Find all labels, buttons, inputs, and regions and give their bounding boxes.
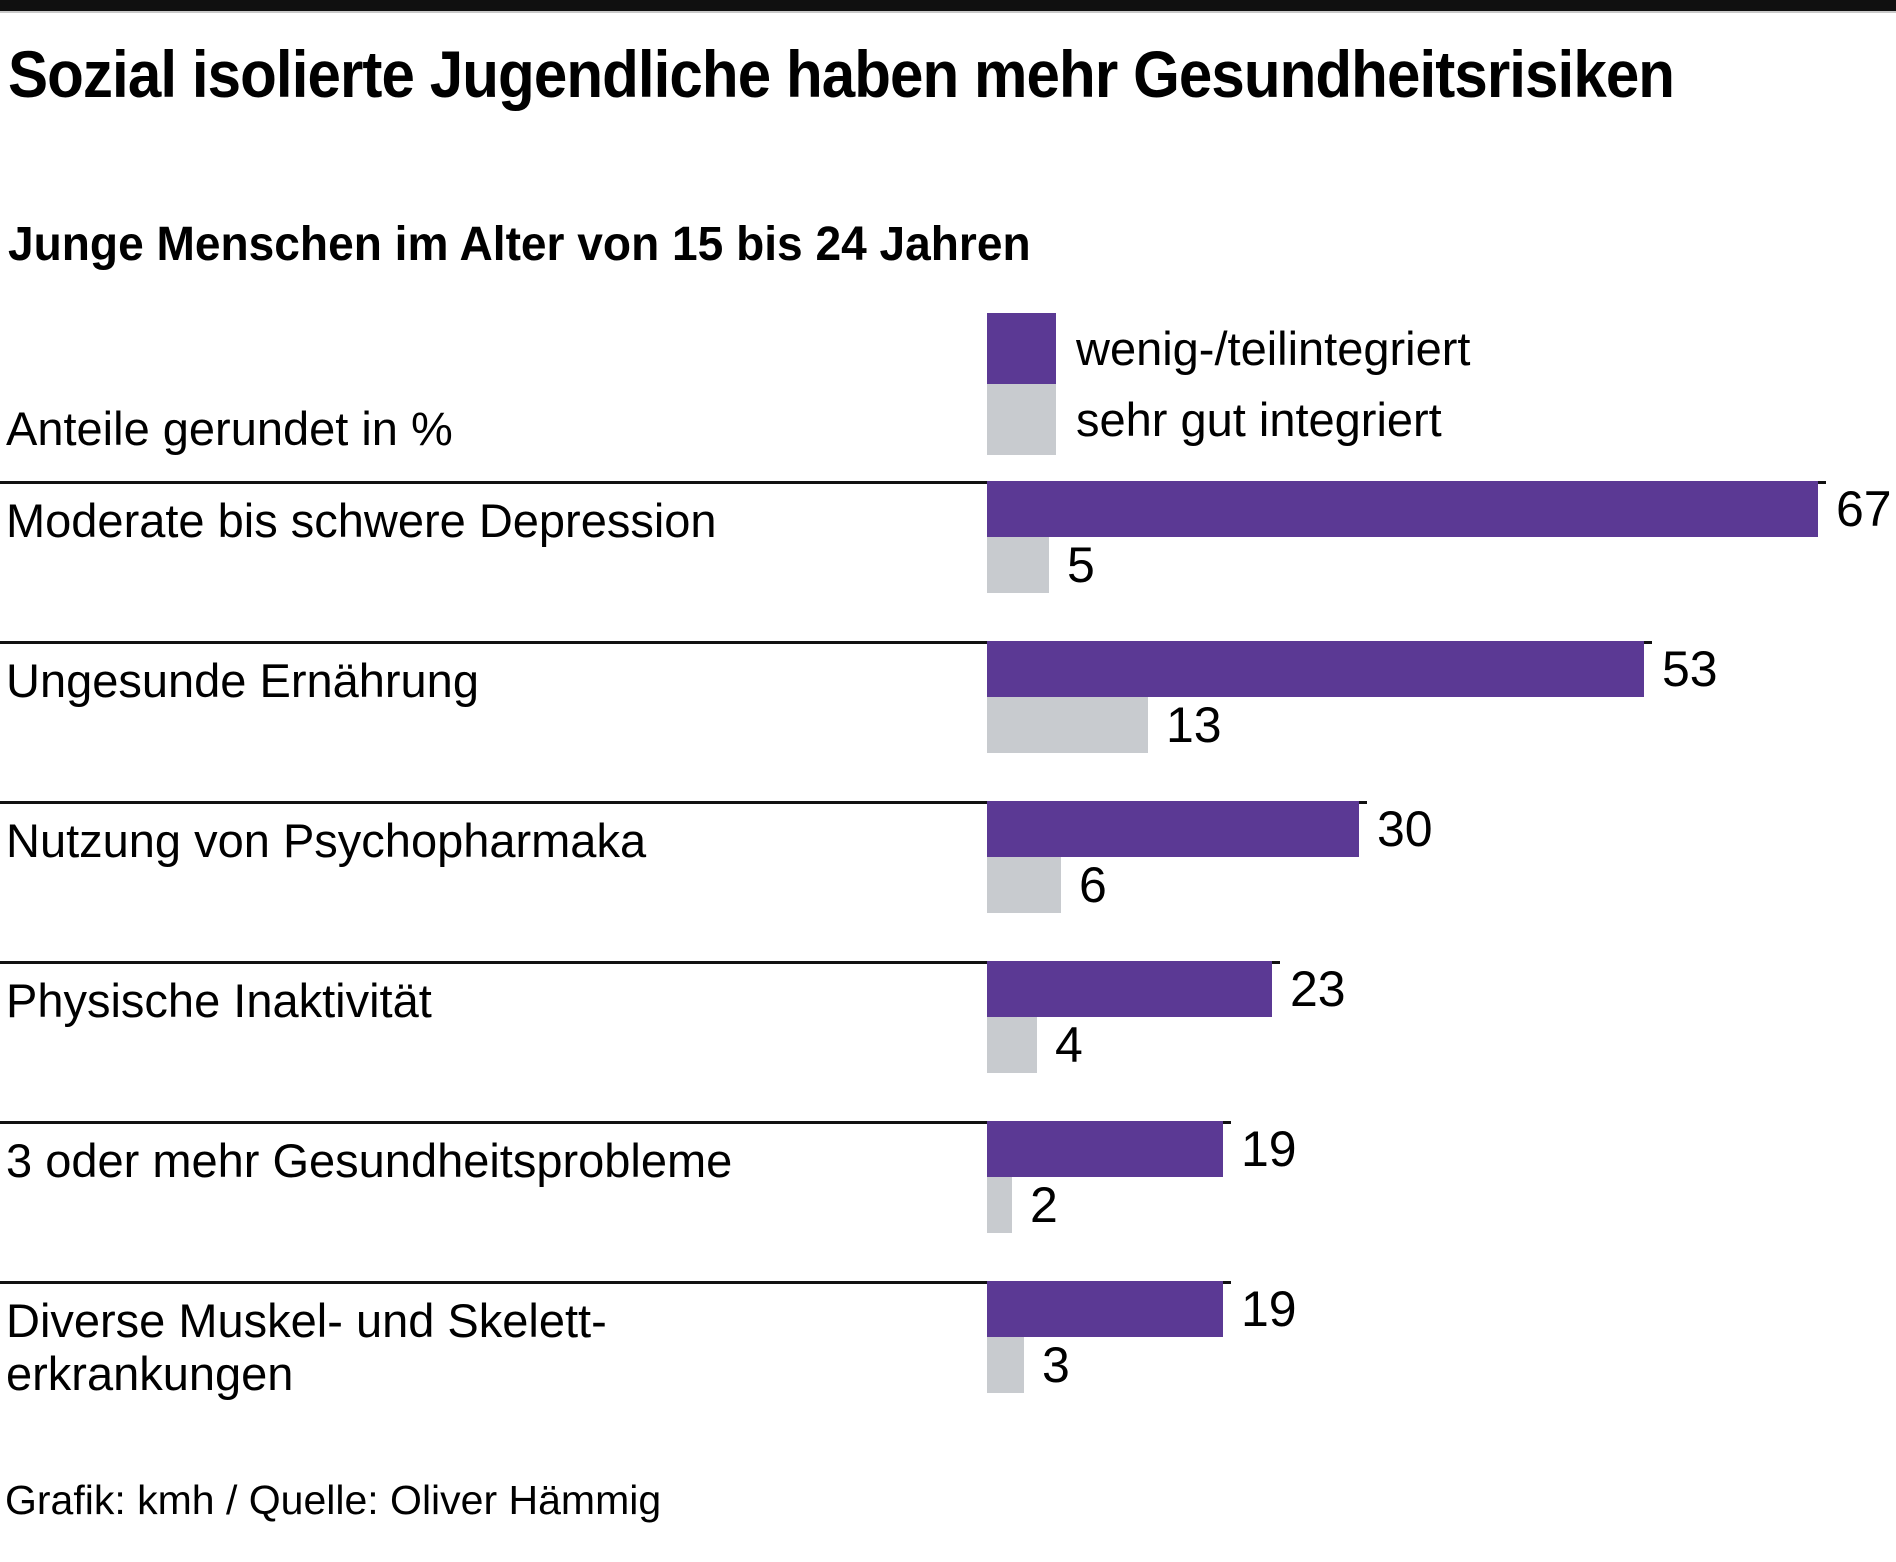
bar-weniger-teilintegriert: 23 bbox=[987, 961, 1346, 1017]
category-label: Nutzung von Psychopharmaka bbox=[6, 814, 647, 867]
bar-sehr-gut-integriert: 13 bbox=[987, 697, 1222, 753]
legend-swatch-purple bbox=[987, 313, 1056, 384]
row-divider bbox=[0, 481, 1826, 484]
legend-item-sehr-gut-integriert: sehr gut integriert bbox=[987, 384, 1470, 455]
legend: wenig-/teilintegriert sehr gut integrier… bbox=[987, 313, 1470, 455]
legend-label: wenig-/teilintegriert bbox=[1076, 322, 1471, 375]
row-divider bbox=[0, 1281, 1231, 1284]
bar-sehr-gut-integriert: 3 bbox=[987, 1337, 1070, 1393]
bar-weniger-teilintegriert: 53 bbox=[987, 641, 1718, 697]
legend-label: sehr gut integriert bbox=[1076, 393, 1442, 446]
category-label: Diverse Muskel- und Skelett- erkrankunge… bbox=[6, 1294, 607, 1400]
bar-value-label: 13 bbox=[1166, 697, 1222, 753]
bar-value-label: 2 bbox=[1030, 1177, 1058, 1233]
bar-value-label: 53 bbox=[1662, 641, 1718, 697]
row-divider bbox=[0, 801, 1367, 804]
bar-sehr-gut-integriert: 2 bbox=[987, 1177, 1058, 1233]
bar-sehr-gut-integriert: 6 bbox=[987, 857, 1107, 913]
row-divider bbox=[0, 1121, 1231, 1124]
bar-value-label: 19 bbox=[1241, 1121, 1297, 1177]
chart-rows: Moderate bis schwere Depression 67 5 Ung… bbox=[0, 478, 1896, 1438]
chart-row: Moderate bis schwere Depression 67 5 bbox=[0, 481, 1896, 638]
bar-value-label: 23 bbox=[1290, 961, 1346, 1017]
row-divider bbox=[0, 641, 1652, 644]
bar-weniger-teilintegriert: 19 bbox=[987, 1121, 1297, 1177]
axis-note: Anteile gerundet in % bbox=[6, 402, 453, 455]
legend-swatch-gray bbox=[987, 384, 1056, 455]
bar-value-label: 6 bbox=[1079, 857, 1107, 913]
chart-row: Nutzung von Psychopharmaka 30 6 bbox=[0, 801, 1896, 958]
chart-row: Diverse Muskel- und Skelett- erkrankunge… bbox=[0, 1281, 1896, 1438]
masthead-underline bbox=[0, 11, 1896, 13]
bar-weniger-teilintegriert: 30 bbox=[987, 801, 1433, 857]
page-subtitle: Junge Menschen im Alter von 15 bis 24 Ja… bbox=[8, 218, 1031, 271]
bar-value-label: 4 bbox=[1055, 1017, 1083, 1073]
footer-credit: Grafik: kmh / Quelle: Oliver Hämmig bbox=[5, 1477, 662, 1523]
bar-value-label: 19 bbox=[1241, 1281, 1297, 1337]
row-divider bbox=[0, 961, 1280, 964]
category-label: Physische Inaktivität bbox=[6, 974, 432, 1027]
masthead-bar bbox=[0, 0, 1896, 11]
bar-value-label: 5 bbox=[1067, 537, 1095, 593]
category-label: Moderate bis schwere Depression bbox=[6, 494, 717, 547]
chart-row: Physische Inaktivität 23 4 bbox=[0, 961, 1896, 1118]
bar-value-label: 67 bbox=[1836, 481, 1892, 537]
category-label: Ungesunde Ernährung bbox=[6, 654, 479, 707]
legend-item-weniger-teilintegriert: wenig-/teilintegriert bbox=[987, 313, 1470, 384]
category-label: 3 oder mehr Gesundheitsprobleme bbox=[6, 1134, 733, 1187]
bar-value-label: 30 bbox=[1377, 801, 1433, 857]
bar-weniger-teilintegriert: 67 bbox=[987, 481, 1892, 537]
chart-row: Ungesunde Ernährung 53 13 bbox=[0, 641, 1896, 798]
bar-sehr-gut-integriert: 4 bbox=[987, 1017, 1083, 1073]
page-title: Sozial isolierte Jugendliche haben mehr … bbox=[8, 37, 1675, 111]
chart-row: 3 oder mehr Gesundheitsprobleme 19 2 bbox=[0, 1121, 1896, 1278]
bar-weniger-teilintegriert: 19 bbox=[987, 1281, 1297, 1337]
bar-value-label: 3 bbox=[1042, 1337, 1070, 1393]
bar-sehr-gut-integriert: 5 bbox=[987, 537, 1095, 593]
